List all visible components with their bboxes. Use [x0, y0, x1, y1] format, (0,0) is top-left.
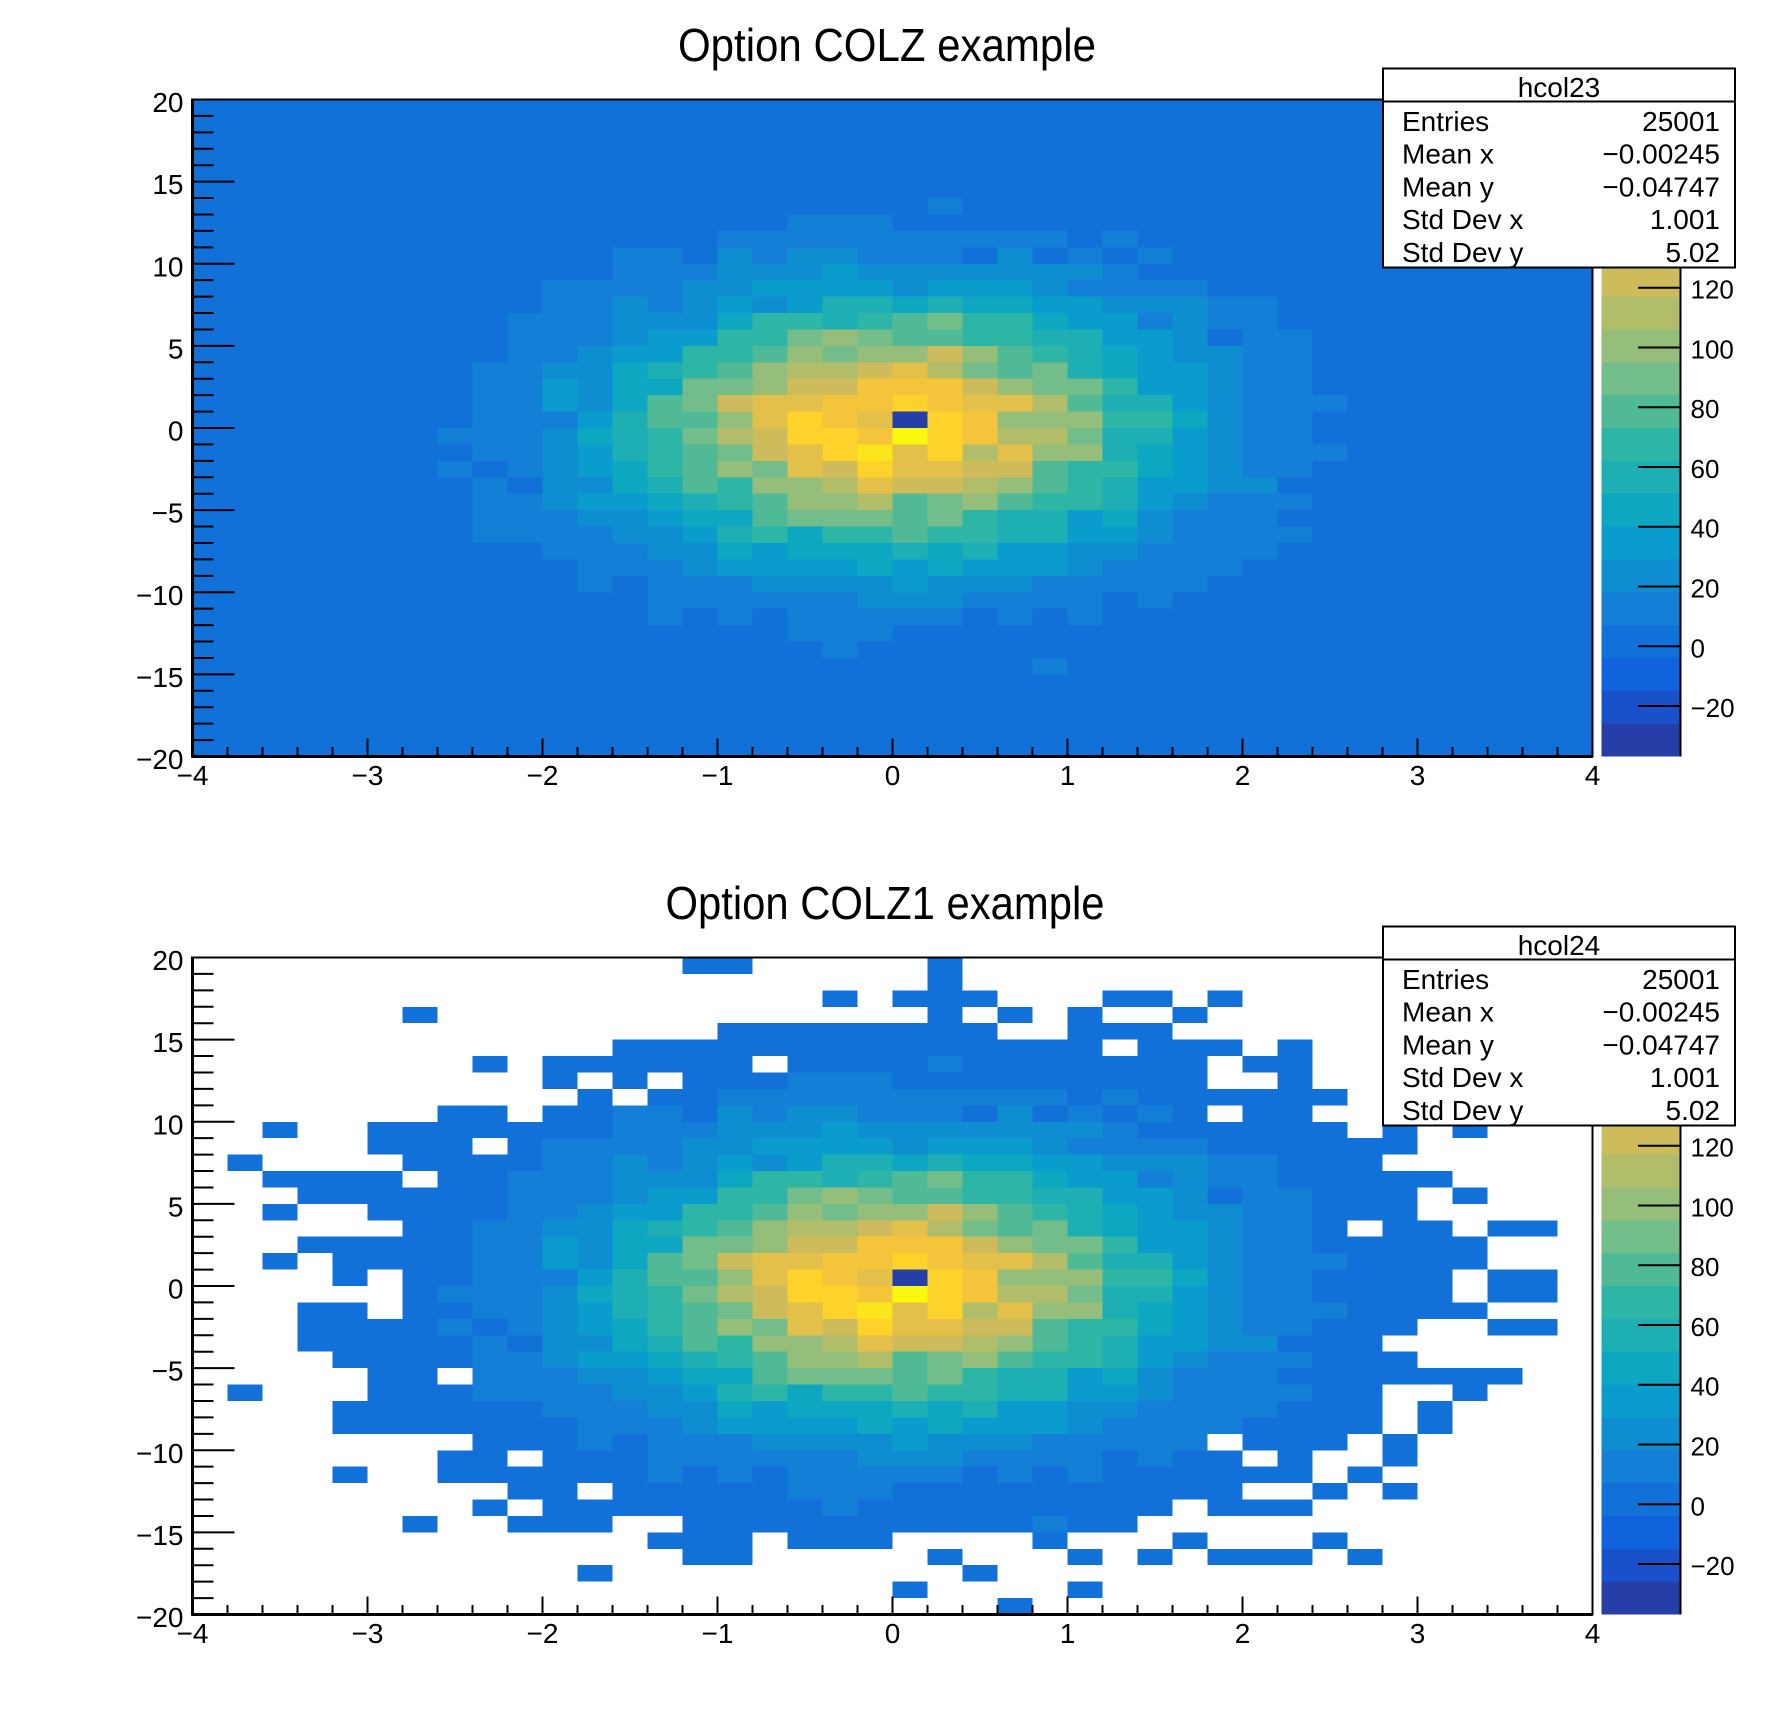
svg-text:Std Dev y: Std Dev y — [1402, 237, 1523, 268]
svg-text:−20: −20 — [1691, 1551, 1735, 1581]
svg-text:120: 120 — [1691, 1133, 1734, 1163]
svg-text:2: 2 — [1235, 760, 1251, 791]
svg-text:25001: 25001 — [1642, 964, 1720, 995]
svg-text:−3: −3 — [352, 760, 384, 791]
svg-text:Option COLZ1 example: Option COLZ1 example — [666, 877, 1105, 929]
svg-text:hcol23: hcol23 — [1518, 72, 1601, 103]
svg-text:Mean y: Mean y — [1402, 1029, 1494, 1060]
svg-text:40: 40 — [1691, 1372, 1720, 1402]
svg-text:hcol24: hcol24 — [1518, 930, 1601, 961]
svg-text:−4: −4 — [177, 1618, 209, 1649]
svg-text:5.02: 5.02 — [1666, 237, 1721, 268]
svg-text:−10: −10 — [136, 580, 184, 611]
svg-text:−20: −20 — [136, 1602, 184, 1633]
svg-text:80: 80 — [1691, 394, 1720, 424]
svg-text:80: 80 — [1691, 1252, 1720, 1282]
svg-text:−10: −10 — [136, 1438, 184, 1469]
svg-text:Mean x: Mean x — [1402, 139, 1494, 170]
svg-text:15: 15 — [152, 1027, 183, 1058]
svg-text:40: 40 — [1691, 514, 1720, 544]
svg-text:−20: −20 — [136, 744, 184, 775]
svg-text:2: 2 — [1235, 1618, 1251, 1649]
svg-text:Entries: Entries — [1402, 964, 1489, 995]
svg-text:0: 0 — [168, 416, 184, 447]
svg-text:−15: −15 — [136, 662, 184, 693]
svg-text:5: 5 — [168, 1191, 184, 1222]
svg-text:1: 1 — [1060, 1618, 1076, 1649]
svg-text:4: 4 — [1585, 1618, 1601, 1649]
svg-text:100: 100 — [1691, 335, 1734, 365]
svg-text:−0.04747: −0.04747 — [1602, 1029, 1720, 1060]
svg-text:20: 20 — [152, 87, 183, 118]
svg-text:60: 60 — [1691, 1312, 1720, 1342]
svg-text:−1: −1 — [702, 1618, 734, 1649]
svg-text:100: 100 — [1691, 1193, 1734, 1223]
svg-text:20: 20 — [1691, 574, 1720, 604]
svg-text:1.001: 1.001 — [1650, 1062, 1720, 1093]
svg-text:0: 0 — [1691, 633, 1705, 663]
svg-text:−15: −15 — [136, 1520, 184, 1551]
svg-text:10: 10 — [152, 1109, 183, 1140]
svg-text:Mean y: Mean y — [1402, 171, 1494, 202]
svg-text:0: 0 — [885, 760, 901, 791]
svg-text:1.001: 1.001 — [1650, 204, 1720, 235]
svg-text:Mean x: Mean x — [1402, 997, 1494, 1028]
svg-text:5: 5 — [168, 333, 184, 364]
svg-text:0: 0 — [1691, 1491, 1705, 1521]
svg-text:−0.04747: −0.04747 — [1602, 171, 1720, 202]
svg-text:−1: −1 — [702, 760, 734, 791]
svg-text:−5: −5 — [152, 498, 184, 529]
svg-text:−20: −20 — [1691, 693, 1735, 723]
svg-text:−2: −2 — [527, 1618, 559, 1649]
svg-text:Std Dev y: Std Dev y — [1402, 1095, 1523, 1126]
svg-text:0: 0 — [168, 1274, 184, 1305]
svg-text:3: 3 — [1410, 1618, 1426, 1649]
svg-text:25001: 25001 — [1642, 106, 1720, 137]
svg-text:20: 20 — [1691, 1432, 1720, 1462]
svg-text:−0.00245: −0.00245 — [1602, 139, 1720, 170]
svg-text:20: 20 — [152, 945, 183, 976]
svg-text:Entries: Entries — [1402, 106, 1489, 137]
svg-text:−4: −4 — [177, 760, 209, 791]
svg-text:0: 0 — [885, 1618, 901, 1649]
svg-text:10: 10 — [152, 251, 183, 282]
svg-text:Std Dev x: Std Dev x — [1402, 204, 1523, 235]
svg-text:1: 1 — [1060, 760, 1076, 791]
svg-text:−0.00245: −0.00245 — [1602, 997, 1720, 1028]
svg-text:120: 120 — [1691, 275, 1734, 305]
svg-text:Std Dev x: Std Dev x — [1402, 1062, 1523, 1093]
svg-text:−5: −5 — [152, 1356, 184, 1387]
svg-text:Option COLZ example: Option COLZ example — [678, 19, 1096, 71]
svg-text:60: 60 — [1691, 454, 1720, 484]
svg-text:3: 3 — [1410, 760, 1426, 791]
svg-text:4: 4 — [1585, 760, 1601, 791]
svg-text:15: 15 — [152, 169, 183, 200]
svg-text:−3: −3 — [352, 1618, 384, 1649]
svg-text:−2: −2 — [527, 760, 559, 791]
svg-text:5.02: 5.02 — [1666, 1095, 1721, 1126]
